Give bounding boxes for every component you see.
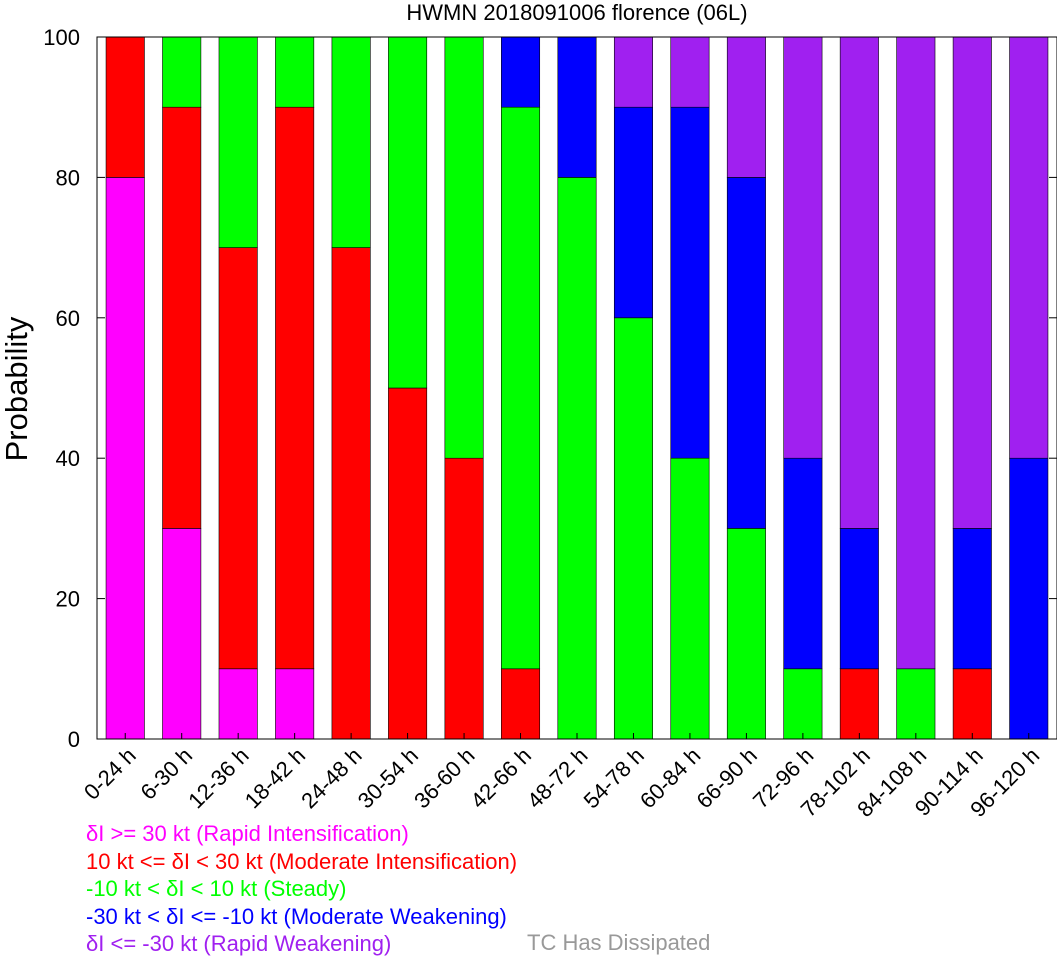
x-tick-label-11: 66-90 h — [692, 743, 762, 813]
x-tick-label-8: 48-72 h — [522, 743, 592, 813]
legend: δI >= 30 kt (Rapid Intensification) 10 k… — [86, 820, 517, 958]
bar-segment-2-7 — [501, 106, 541, 670]
bar-segment-1-6 — [444, 457, 484, 740]
x-tick-label-4: 24-48 h — [296, 743, 366, 813]
y-tick-label-0: 0 — [68, 727, 80, 752]
bar-segment-4-14 — [896, 36, 936, 670]
bar-segment-0-0 — [105, 177, 145, 740]
bar-segment-3-12 — [783, 457, 823, 670]
bar-segment-2-8 — [557, 177, 597, 740]
bar-segment-4-11 — [726, 36, 766, 178]
legend-item-rapid-weakening: δI <= -30 kt (Rapid Weakening) — [86, 931, 392, 956]
x-tick-label-2: 12-36 h — [183, 743, 253, 813]
x-tick-label-3: 18-42 h — [240, 743, 310, 813]
bar-segment-2-2 — [218, 36, 258, 248]
x-tick-label-7: 42-66 h — [466, 743, 536, 813]
bar-segment-1-2 — [218, 247, 258, 670]
bar-segment-0-3 — [275, 668, 315, 740]
bar-segment-2-5 — [388, 36, 428, 389]
x-axis: 0-24 h6-30 h12-36 h18-42 h24-48 h30-54 h… — [79, 733, 1044, 822]
bar-segment-3-9 — [613, 106, 653, 319]
bar-segment-0-2 — [218, 668, 258, 740]
bar-segment-3-15 — [952, 528, 992, 670]
chart-title: HWMN 2018091006 florence (06L) — [406, 0, 747, 25]
bar-segment-4-12 — [783, 36, 823, 459]
bar-segment-2-14 — [896, 668, 936, 740]
y-tick-label-5: 100 — [43, 25, 80, 50]
bar-segment-1-1 — [162, 106, 202, 529]
y-tick-label-2: 40 — [56, 446, 80, 471]
y-tick-label-3: 60 — [56, 306, 80, 331]
bar-segment-3-8 — [557, 36, 597, 178]
x-tick-label-9: 54-78 h — [579, 743, 649, 813]
bar-segment-4-13 — [839, 36, 879, 529]
legend-item-steady: -10 kt < δI < 10 kt (Steady) — [86, 876, 347, 901]
bar-segment-1-5 — [388, 387, 428, 740]
bar-segment-3-11 — [726, 177, 766, 529]
bar-segment-1-7 — [501, 668, 541, 740]
bar-segment-2-9 — [613, 317, 653, 740]
y-tick-label-1: 20 — [56, 587, 80, 612]
bar-segment-0-1 — [162, 528, 202, 740]
y-tick-label-4: 80 — [56, 165, 80, 190]
bar-segment-2-3 — [275, 36, 315, 108]
bar-segment-2-4 — [331, 36, 371, 248]
bar-segment-4-10 — [670, 36, 710, 108]
y-axis: 0 20 40 60 80 100 — [43, 25, 1057, 752]
bar-segment-1-0 — [105, 36, 145, 178]
bar-segment-1-3 — [275, 106, 315, 670]
x-tick-label-0: 0-24 h — [79, 743, 141, 805]
y-axis-label: Probability — [0, 316, 34, 461]
bars-group — [105, 36, 1049, 740]
bar-segment-2-12 — [783, 668, 823, 740]
x-tick-label-5: 30-54 h — [353, 743, 423, 813]
bar-segment-1-15 — [952, 668, 992, 740]
bar-segment-1-13 — [839, 668, 879, 740]
legend-item-moderate-weakening: -30 kt < δI <= -10 kt (Moderate Weakenin… — [86, 903, 507, 929]
bar-segment-1-4 — [331, 247, 371, 740]
bar-segment-2-1 — [162, 36, 202, 108]
legend-item-dissipated: TC Has Dissipated — [527, 930, 711, 955]
bar-segment-2-10 — [670, 457, 710, 740]
bar-segment-3-13 — [839, 528, 879, 670]
bar-segment-4-16 — [1009, 36, 1049, 459]
bar-segment-4-15 — [952, 36, 992, 529]
legend-item-moderate-intensification: 10 kt <= δI < 30 kt (Moderate Intensific… — [86, 848, 518, 874]
bar-segment-2-6 — [444, 36, 484, 459]
bar-segment-3-16 — [1009, 457, 1049, 740]
bar-segment-3-7 — [501, 36, 541, 108]
x-tick-label-6: 36-60 h — [409, 743, 479, 813]
bar-segment-4-9 — [613, 36, 653, 108]
bar-segment-3-10 — [670, 106, 710, 459]
x-tick-label-10: 60-84 h — [635, 743, 705, 813]
legend-item-rapid-intensification: δI >= 30 kt (Rapid Intensification) — [86, 821, 409, 846]
bar-segment-2-11 — [726, 528, 766, 740]
